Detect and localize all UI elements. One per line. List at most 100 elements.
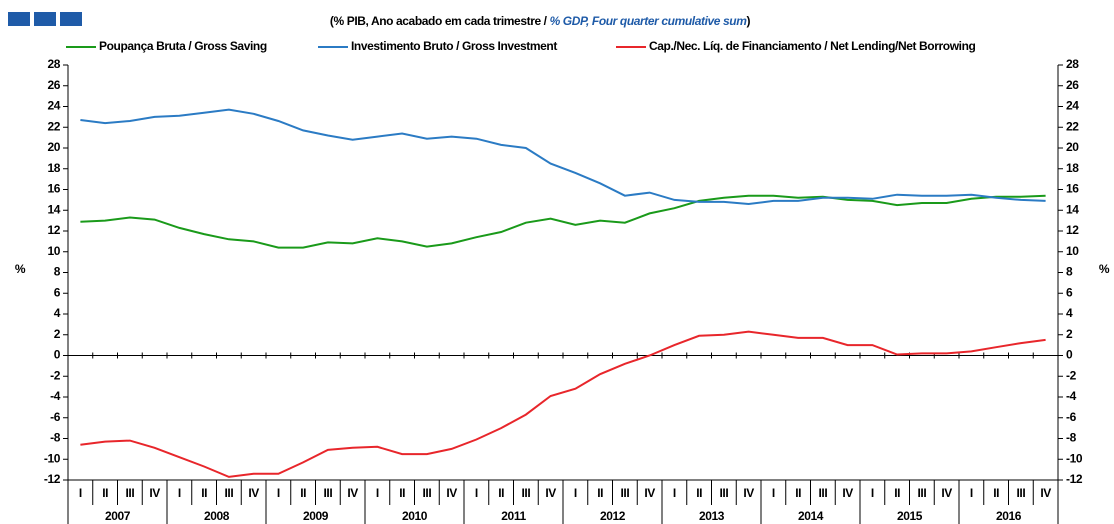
y-tick-label: -8	[50, 431, 61, 445]
x-tick-label: II	[102, 486, 108, 500]
x-tick-label: I	[178, 486, 181, 500]
x-tick-label: IV	[743, 486, 754, 500]
x-tick-label: I	[475, 486, 478, 500]
logo-block	[34, 12, 56, 26]
logo-block	[8, 12, 30, 26]
y-tick-label: 12	[47, 223, 60, 237]
x-tick-label: II	[399, 486, 405, 500]
x-tick-label: I	[871, 486, 874, 500]
x-tick-label: IV	[149, 486, 160, 500]
y2-tick-label: 16	[1066, 182, 1079, 196]
year-label: 2008	[204, 509, 230, 523]
legend-label: Cap./Nec. Líq. de Financiamento / Net Le…	[649, 39, 975, 53]
y-tick-label: 18	[47, 161, 60, 175]
x-tick-label: III	[917, 486, 926, 500]
x-tick-label: II	[300, 486, 306, 500]
series-line	[80, 108, 1046, 206]
y-tick-label: -12	[44, 472, 61, 486]
y-axis-label: %	[15, 262, 26, 276]
y-tick-label: 0	[54, 348, 61, 362]
x-tick-label: II	[597, 486, 603, 500]
y-tick-label: 20	[47, 140, 60, 154]
year-label: 2016	[996, 509, 1022, 523]
legend-label: Investimento Bruto / Gross Investment	[351, 39, 557, 53]
x-tick-label: II	[795, 486, 801, 500]
x-tick-label: III	[818, 486, 827, 500]
y2-tick-label: 24	[1066, 99, 1079, 113]
y-tick-label: 2	[54, 327, 61, 341]
year-label: 2013	[699, 509, 725, 523]
x-tick-label: II	[201, 486, 207, 500]
x-tick-label: IV	[1040, 486, 1051, 500]
x-tick-label: I	[574, 486, 577, 500]
y2-tick-label: 6	[1066, 285, 1073, 299]
x-tick-label: III	[1016, 486, 1025, 500]
year-label: 2014	[798, 509, 824, 523]
y-tick-label: 26	[47, 78, 60, 92]
x-tick-label: II	[696, 486, 702, 500]
y2-tick-label: 12	[1066, 223, 1079, 237]
y-tick-label: 22	[47, 119, 60, 133]
x-tick-label: IV	[842, 486, 853, 500]
x-tick-label: IV	[446, 486, 457, 500]
year-label: 2010	[402, 509, 428, 523]
year-label: 2015	[897, 509, 923, 523]
x-tick-label: II	[498, 486, 504, 500]
series-line	[80, 194, 1046, 249]
y2-tick-label: -4	[1066, 389, 1077, 403]
y2-tick-label: 26	[1066, 78, 1079, 92]
y-tick-label: 16	[47, 182, 60, 196]
x-tick-label: III	[422, 486, 431, 500]
y2-tick-label: -12	[1066, 472, 1083, 486]
y2-axis-label: %	[1099, 262, 1110, 276]
legend-label: Poupança Bruta / Gross Saving	[99, 39, 267, 53]
y-tick-label: 10	[47, 244, 60, 258]
y2-tick-label: -8	[1066, 431, 1077, 445]
x-tick-label: I	[673, 486, 676, 500]
y2-tick-label: 20	[1066, 140, 1079, 154]
year-label: 2011	[501, 509, 526, 523]
x-tick-label: I	[772, 486, 775, 500]
x-tick-label: IV	[347, 486, 358, 500]
x-tick-label: III	[323, 486, 332, 500]
x-tick-label: III	[521, 486, 530, 500]
year-label: 2009	[303, 509, 329, 523]
y-tick-label: 4	[54, 306, 61, 320]
y2-tick-label: -6	[1066, 410, 1077, 424]
y-tick-label: -10	[44, 451, 61, 465]
year-label: 2007	[105, 509, 131, 523]
year-label: 2012	[600, 509, 626, 523]
y-tick-label: -2	[50, 368, 61, 382]
y-tick-label: 28	[47, 57, 60, 71]
y-tick-label: 8	[54, 265, 61, 279]
x-tick-label: II	[993, 486, 999, 500]
x-tick-label: IV	[248, 486, 259, 500]
x-tick-label: III	[620, 486, 629, 500]
y-tick-label: -4	[50, 389, 61, 403]
chart-title: (% PIB, Ano acabado em cada trimestre / …	[330, 14, 751, 28]
y2-tick-label: 8	[1066, 265, 1073, 279]
y2-tick-label: -10	[1066, 451, 1083, 465]
y2-tick-label: 10	[1066, 244, 1079, 258]
x-tick-label: IV	[545, 486, 556, 500]
logo-block	[60, 12, 82, 26]
x-tick-label: I	[277, 486, 280, 500]
x-tick-label: I	[79, 486, 82, 500]
x-tick-label: I	[376, 486, 379, 500]
x-tick-label: III	[224, 486, 233, 500]
y2-tick-label: 2	[1066, 327, 1073, 341]
y2-tick-label: 28	[1066, 57, 1079, 71]
x-tick-label: IV	[644, 486, 655, 500]
y2-tick-label: 4	[1066, 306, 1073, 320]
x-tick-label: III	[125, 486, 134, 500]
x-tick-label: III	[719, 486, 728, 500]
y-tick-label: 6	[54, 285, 61, 299]
x-tick-label: IV	[941, 486, 952, 500]
x-tick-label: II	[894, 486, 900, 500]
y-tick-label: 14	[47, 202, 60, 216]
y-tick-label: -6	[50, 410, 61, 424]
y2-tick-label: 22	[1066, 119, 1079, 133]
y2-tick-label: -2	[1066, 368, 1077, 382]
y2-tick-label: 14	[1066, 202, 1079, 216]
